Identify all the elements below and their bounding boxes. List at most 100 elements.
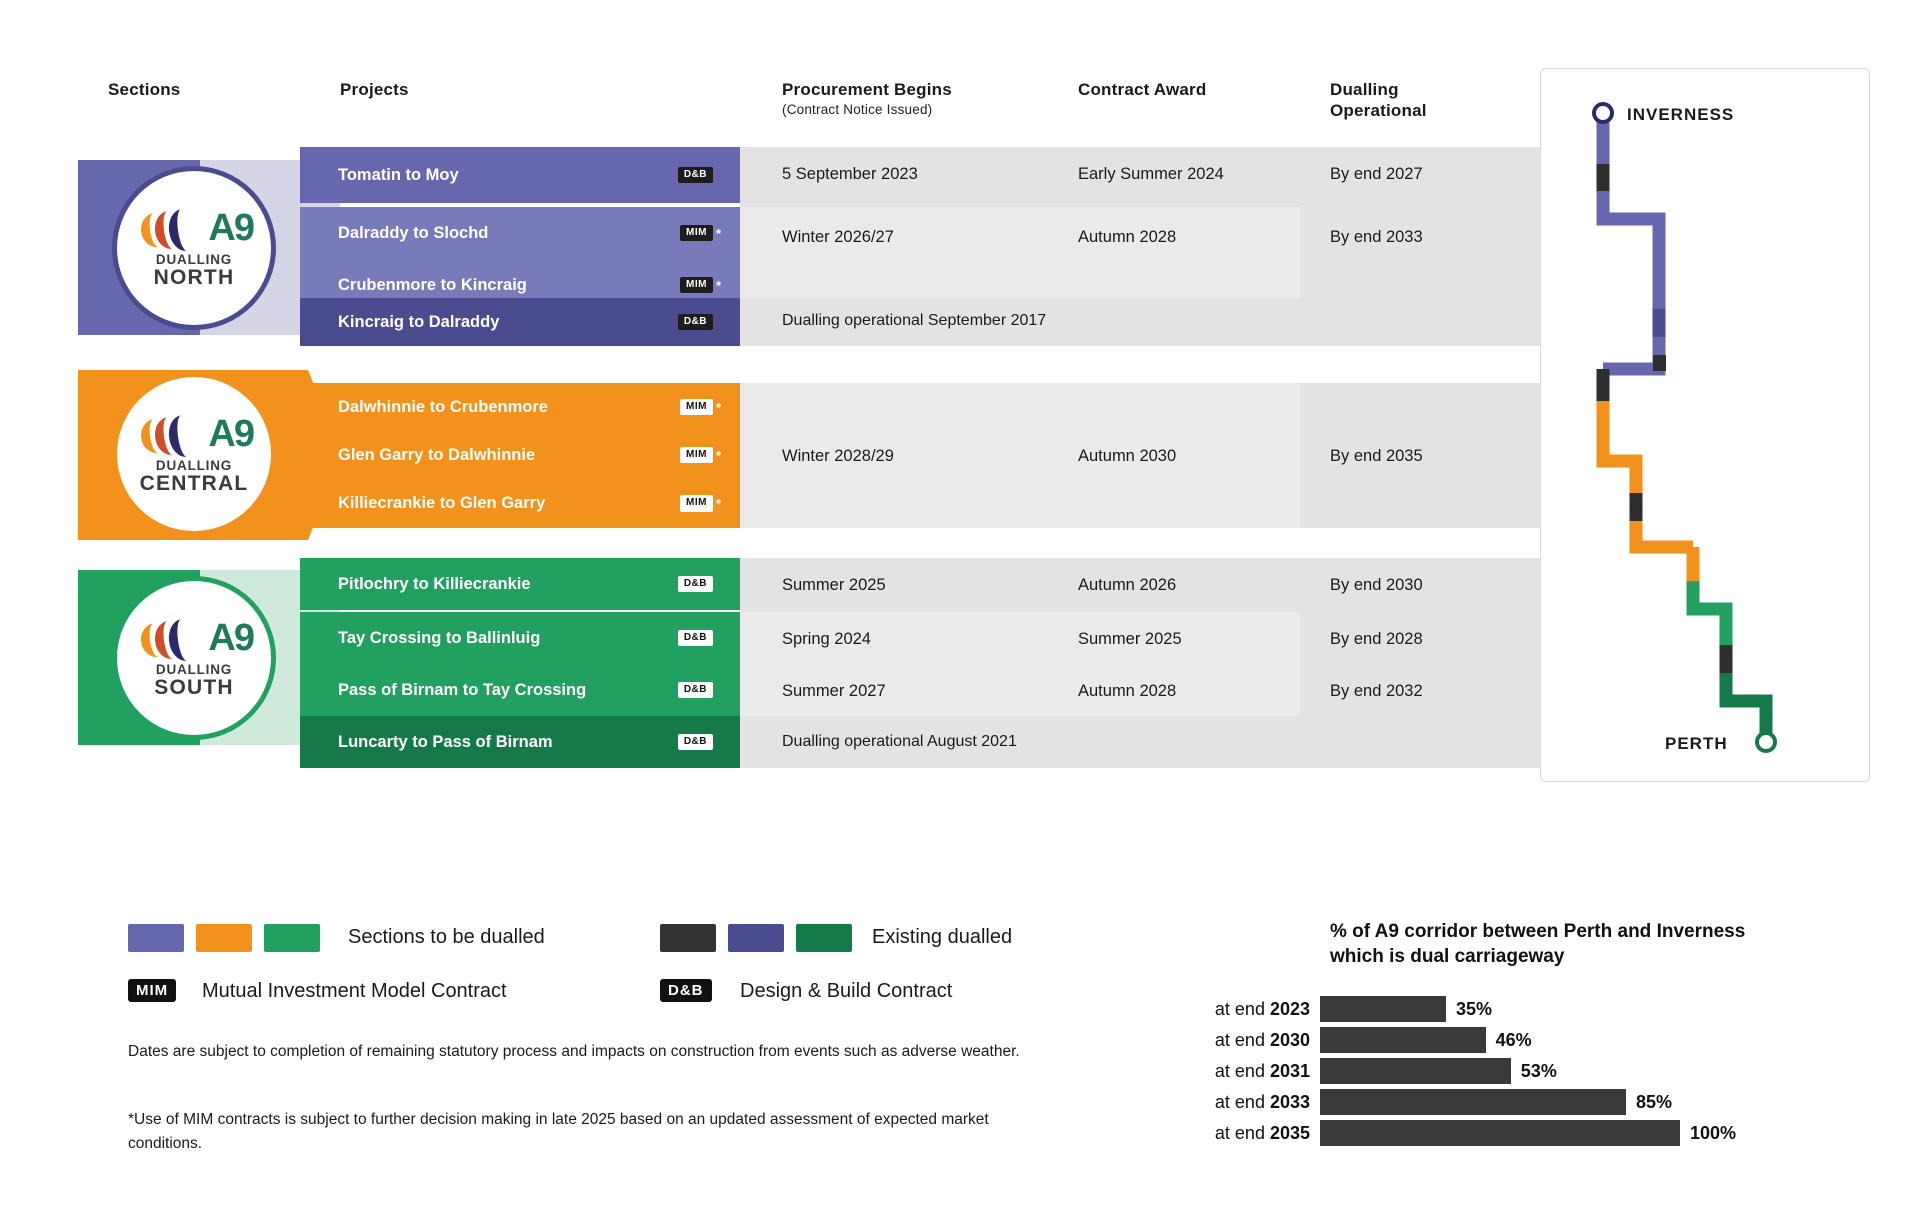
legend-swatch-dualled-south <box>264 924 320 952</box>
cell-procurement: Winter 2028/29 <box>782 447 894 465</box>
legend-tag-dnb: D&B <box>660 979 712 1002</box>
cell-procurement: Summer 2025 <box>782 576 886 594</box>
row-strip-south-3b <box>1300 664 1540 716</box>
chart-bar <box>1320 996 1446 1022</box>
row-strip-central-b <box>1300 383 1540 528</box>
contract-tag-wrap: MIM * <box>680 495 740 512</box>
contract-tag-mim: MIM <box>680 446 713 464</box>
contract-tag-mim: MIM <box>680 398 713 416</box>
cell-procurement: Winter 2026/27 <box>782 228 894 246</box>
project-row-killiecrankie-to-glen-garry[interactable]: Killiecrankie to Glen Garry MIM * <box>300 479 740 528</box>
cell-award: Summer 2025 <box>1078 630 1182 648</box>
project-row-luncarty-to-pass-of-birnam[interactable]: Luncarty to Pass of Birnam D&B <box>300 716 740 768</box>
chart-bar <box>1320 1027 1486 1053</box>
contract-tag-wrap: D&B <box>677 629 740 647</box>
header-dualling-line1: Dualling <box>1330 80 1399 99</box>
contract-tag-wrap: MIM * <box>680 446 740 464</box>
footnote-dates: Dates are subject to completion of remai… <box>128 1043 1020 1060</box>
project-name: Dalraddy to Slochd <box>338 223 489 242</box>
section-badge-line2-central: CENTRAL <box>139 471 249 495</box>
legend-swatch-existing-green <box>796 924 852 952</box>
legend-label-to-be-dualled: Sections to be dualled <box>348 926 545 948</box>
map-label-perth: PERTH <box>1665 734 1728 753</box>
chart-bar-value: 35% <box>1456 998 1493 1019</box>
legend-label-existing-dualled: Existing dualled <box>872 926 1013 948</box>
chart-bar <box>1320 1120 1680 1146</box>
map-node-inverness <box>1592 102 1614 124</box>
project-name: Killiecrankie to Glen Garry <box>338 494 546 512</box>
cell-award: Autumn 2028 <box>1078 228 1177 246</box>
chart-bar-label: at end 2023 <box>1214 998 1310 1019</box>
contract-tag-dnb: D&B <box>677 575 713 593</box>
a9-logo-central: A9 <box>135 413 255 459</box>
chart-bar-value: 46% <box>1495 1029 1532 1050</box>
asterisk: * <box>716 496 722 511</box>
project-row-pitlochry-to-killiecrankie[interactable]: Pitlochry to Killiecrankie D&B <box>300 558 740 610</box>
project-name: Pitlochry to Killiecrankie <box>338 574 531 593</box>
header-procurement-sub: (Contract Notice Issued) <box>782 102 933 117</box>
project-name: Tomatin to Moy <box>338 165 459 184</box>
chart-bar-row: at end 2023 35% <box>1148 995 1492 1023</box>
contract-tag-dnb: D&B <box>677 166 713 184</box>
project-name: Kincraig to Dalraddy <box>338 312 500 331</box>
project-name: Glen Garry to Dalwhinnie <box>338 445 536 464</box>
asterisk: * <box>716 225 722 241</box>
project-name: Tay Crossing to Ballinluig <box>338 628 541 647</box>
cell-operational: By end 2032 <box>1330 682 1423 700</box>
contract-tag-wrap: D&B <box>677 313 740 331</box>
section-badge-line1-central: DUALLING <box>155 457 233 473</box>
project-name: Crubenmore to Kincraig <box>338 275 527 294</box>
cell-award: Early Summer 2024 <box>1078 165 1224 183</box>
project-row-pass-of-birnam-to-tay-crossing[interactable]: Pass of Birnam to Tay Crossing D&B <box>300 664 740 716</box>
asterisk: * <box>716 399 722 415</box>
a9-logo-south: A9 <box>135 617 255 663</box>
legend-swatch-dualled-central <box>196 924 252 952</box>
chart-bar-row: at end 2033 85% <box>1148 1088 1672 1116</box>
project-row-kincraig-to-dalraddy[interactable]: Kincraig to Dalraddy D&B <box>300 298 740 346</box>
asterisk: * <box>716 277 722 293</box>
project-row-dalraddy-to-slochd[interactable]: Dalraddy to Slochd MIM * <box>300 207 740 259</box>
contract-tag-wrap: MIM * <box>680 398 740 416</box>
contract-tag-wrap: D&B <box>677 575 740 593</box>
chart-bar-row: at end 2035 100% <box>1148 1119 1736 1147</box>
cell-operational: By end 2027 <box>1330 165 1423 183</box>
project-row-glen-garry-to-dalwhinnie[interactable]: Glen Garry to Dalwhinnie MIM * <box>300 431 740 479</box>
cell-procurement: Summer 2027 <box>782 682 886 700</box>
contract-tag-dnb: D&B <box>677 733 713 751</box>
header-sections: Sections <box>108 80 181 99</box>
a9-logo-text-north: A9 <box>208 206 255 249</box>
section-badge-line1-north: DUALLING <box>155 251 233 267</box>
chart-bar-label: at end 2030 <box>1214 1029 1310 1050</box>
chart-bar-label: at end 2035 <box>1214 1122 1310 1143</box>
contract-tag-mim: MIM <box>680 276 713 294</box>
cell-operational: By end 2030 <box>1330 576 1423 594</box>
asterisk: * <box>716 447 722 463</box>
chart-bar-value: 100% <box>1690 1122 1737 1143</box>
row-strip-north-2b <box>1300 207 1540 312</box>
contract-tag-wrap: MIM * <box>680 276 740 294</box>
legend-label-mim: Mutual Investment Model Contract <box>202 980 507 1002</box>
contract-tag-dnb: D&B <box>677 313 713 331</box>
chart-bar-row: at end 2031 53% <box>1148 1057 1557 1085</box>
contract-tag-wrap: D&B <box>677 166 740 184</box>
cell-award: Autumn 2028 <box>1078 682 1177 700</box>
cell-award: Autumn 2026 <box>1078 576 1177 594</box>
header-procurement-main: Procurement Begins <box>782 80 952 99</box>
contract-tag-wrap: D&B <box>677 733 740 751</box>
project-row-dalwhinnie-to-crubenmore[interactable]: Dalwhinnie to Crubenmore MIM * <box>300 383 740 431</box>
legend-swatch-existing-purple <box>728 924 784 952</box>
section-badge-central: A9 DUALLING CENTRAL <box>112 372 276 536</box>
row-strip-south-1 <box>740 558 1540 612</box>
project-name: Dalwhinnie to Crubenmore <box>338 397 548 416</box>
chart-bar <box>1320 1089 1626 1115</box>
project-row-tay-crossing-to-ballinluig[interactable]: Tay Crossing to Ballinluig D&B <box>300 612 740 664</box>
section-badge-line2-north: NORTH <box>153 265 235 289</box>
contract-tag-mim: MIM <box>680 495 713 512</box>
cell-note: Dualling operational September 2017 <box>782 312 1047 329</box>
project-row-tomatin-to-moy[interactable]: Tomatin to Moy D&B <box>300 147 740 203</box>
header-contract-award: Contract Award <box>1078 80 1207 99</box>
footnote-mim-use: *Use of MIM contracts is subject to furt… <box>128 1111 989 1153</box>
header-procurement: Procurement Begins (Contract Notice Issu… <box>782 80 952 117</box>
route-map-svg <box>1596 121 1773 747</box>
row-strip-north-3 <box>740 298 1540 346</box>
